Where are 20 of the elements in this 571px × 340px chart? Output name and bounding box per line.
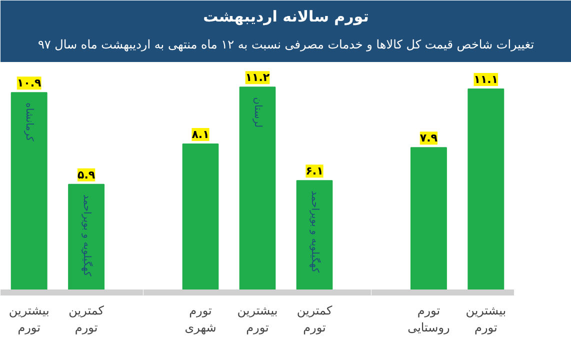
data-label: ۷.۹ <box>420 132 438 145</box>
x-tick-label: کمترین تورم <box>296 304 332 334</box>
data-label: ۱۱.۲ <box>245 71 270 84</box>
data-label: ۱۰.۹ <box>16 76 42 90</box>
annotation: کهگیلویه و بویراحمد <box>80 194 93 277</box>
data-label: ۵.۹ <box>77 168 96 182</box>
x-tick-label: بیشترین تورم <box>237 304 278 334</box>
x-tick-label: تورم شهری <box>184 304 216 334</box>
data-label: ۸.۱ <box>192 128 210 141</box>
x-tick-label: بیشترین تورم <box>466 304 506 334</box>
text: تورم سالانه اردیبهشت <box>203 8 369 26</box>
annotation: کهگیلویه و بویراحمد <box>309 190 321 273</box>
text: تغییرات شاخص قیمت کل کالاها و خدمات مصرفی نسبت به ۱۲ ماه منتهی به اردیبهشت ماه سال ۹۷ <box>38 38 534 52</box>
annotation: لرستان <box>252 97 263 128</box>
data-label: ۱۱.۱ <box>474 72 498 86</box>
x-tick-label: کمترین تورم <box>68 304 104 334</box>
annotation: کرمانشاه <box>24 102 35 142</box>
x-tick-label: تورم روستایی <box>408 304 450 334</box>
x-tick-label: بیشترین تورم <box>8 304 50 334</box>
data-label: ۶.۱ <box>306 164 324 178</box>
